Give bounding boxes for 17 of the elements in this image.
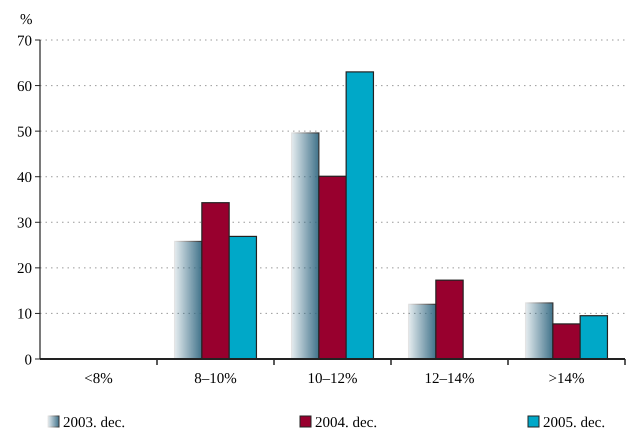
y-tick-label: 60 <box>17 78 32 95</box>
x-tick-label: 10–12% <box>308 371 358 387</box>
y-tick-label: 10 <box>17 306 32 323</box>
y-tick-label: 20 <box>17 261 32 278</box>
x-tick-label: 8–10% <box>194 371 237 387</box>
y-tick-label: 40 <box>17 170 32 186</box>
legend-label: 2004. dec. <box>315 415 378 431</box>
legend-label: 2003. dec. <box>63 415 126 431</box>
y-tick-label: 0 <box>24 352 32 368</box>
y-tick-label: 30 <box>17 216 32 232</box>
legend-label: 2005. dec. <box>543 415 606 431</box>
x-tick-label: 12–14% <box>424 371 474 387</box>
x-tick-label: <8% <box>84 371 113 387</box>
x-tick-label: >14% <box>548 371 584 387</box>
y-tick-label: 50 <box>17 124 32 140</box>
y-axis-title: % <box>20 12 32 28</box>
y-tick-label: 70 <box>17 33 32 50</box>
